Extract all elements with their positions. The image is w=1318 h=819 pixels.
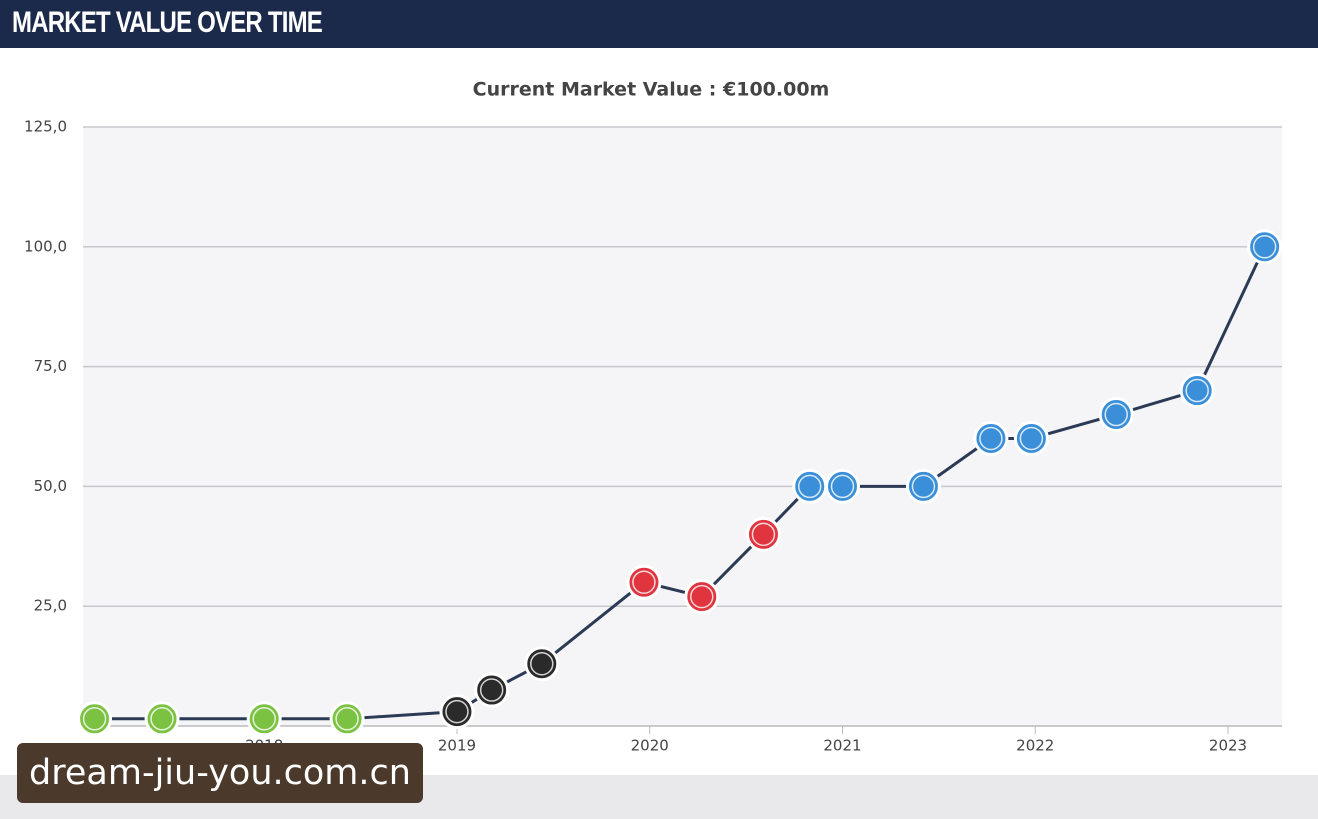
x-tick-label: 2020 [631, 737, 669, 755]
marker-ring [150, 707, 174, 731]
y-tick-label: 75,0 [34, 357, 67, 375]
plot-area [83, 127, 1282, 726]
y-tick-label: 100,0 [24, 237, 67, 255]
y-tick-label: 125,0 [24, 118, 67, 136]
chart-title: Current Market Value : €100.00m [473, 79, 830, 101]
marker-ring [1104, 402, 1128, 427]
marker-ring [751, 522, 776, 547]
y-tick-label: 50,0 [34, 477, 67, 495]
marker-ring [690, 584, 714, 609]
x-tick-label: 2022 [1016, 737, 1054, 755]
marker-ring [797, 474, 822, 499]
marker-ring [911, 474, 936, 499]
marker-ring [479, 678, 504, 702]
marker-ring [445, 699, 469, 724]
marker-ring [530, 651, 554, 676]
y-tick-label: 25,0 [34, 597, 67, 615]
marker-ring [335, 707, 359, 731]
marker-ring [979, 426, 1003, 451]
marker-ring [632, 570, 656, 594]
x-tick-label: 2021 [823, 737, 861, 755]
marker-ring [82, 707, 107, 731]
marker-ring [1185, 378, 1209, 403]
marker-ring [1252, 235, 1277, 259]
marker-ring [1019, 426, 1044, 451]
x-tick-label: 2019 [438, 737, 476, 755]
watermark: dream-jiu-you.com.cn [17, 743, 423, 803]
x-tick-label: 2023 [1209, 737, 1247, 755]
header-title: MARKET VALUE OVER TIME [12, 6, 323, 39]
marker-ring [252, 707, 276, 731]
marker-ring [830, 474, 855, 499]
header: MARKET VALUE OVER TIME [0, 0, 1318, 48]
